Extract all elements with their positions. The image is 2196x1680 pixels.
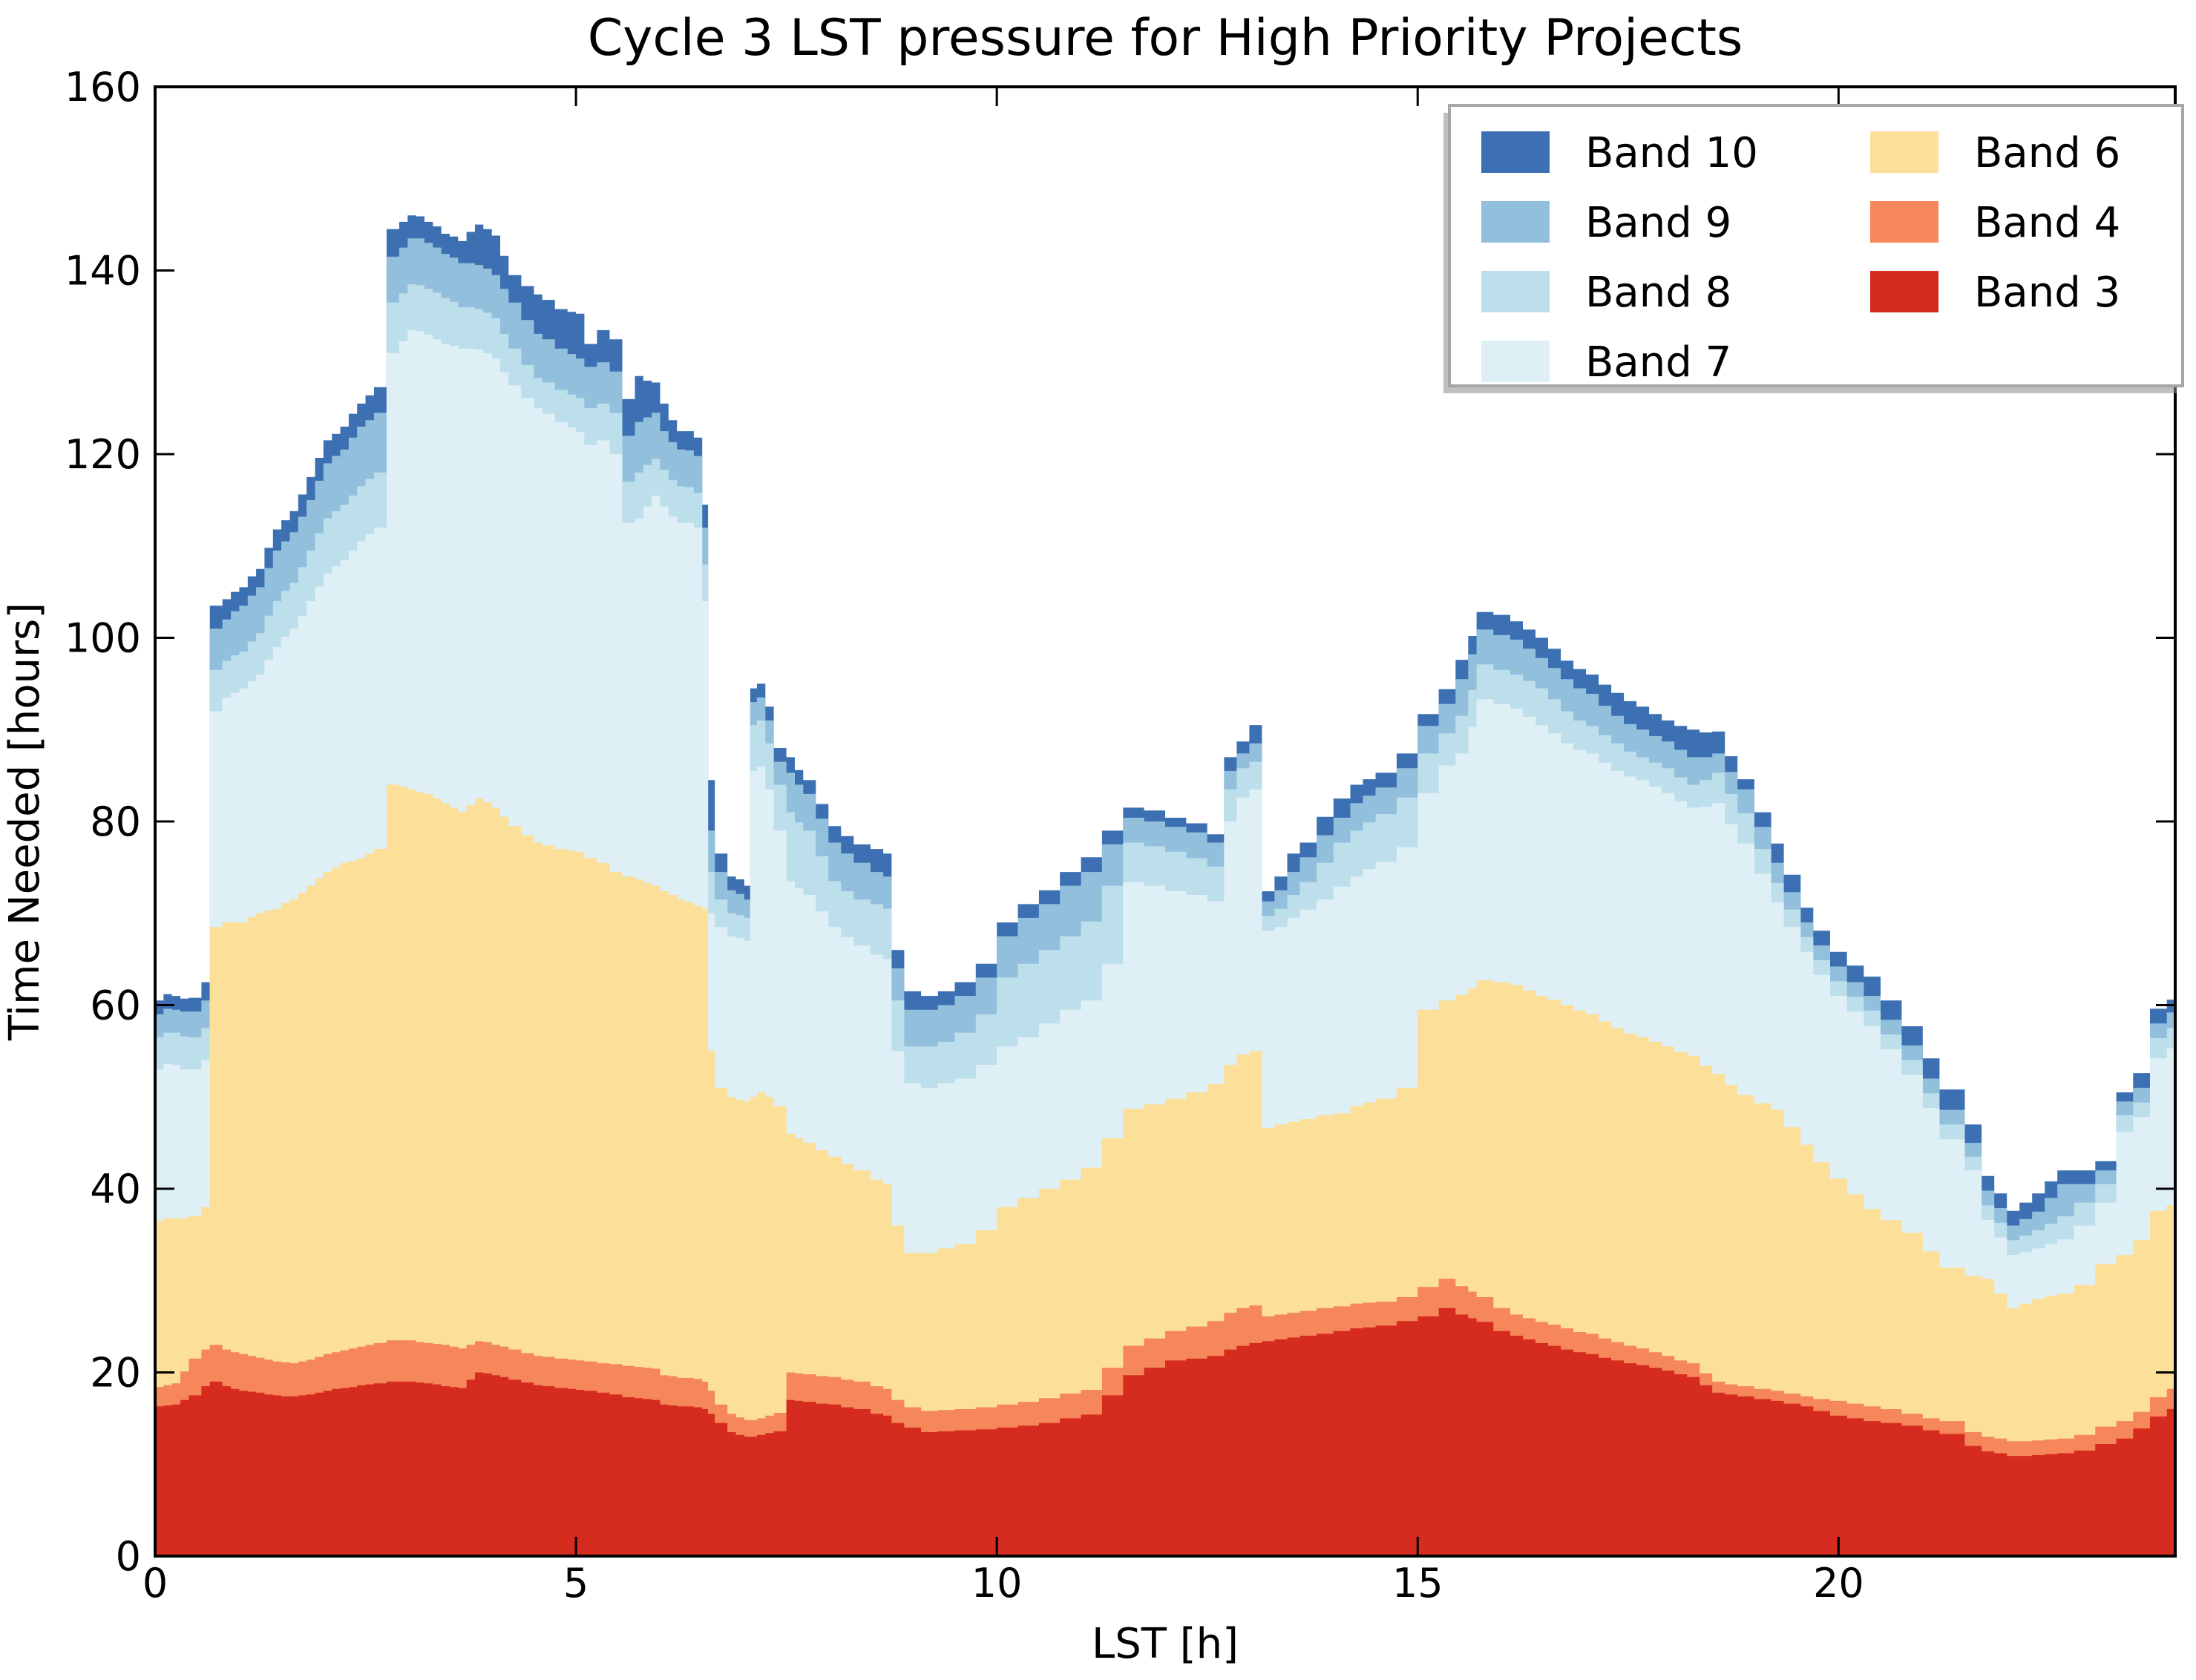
- legend-item-band-6: Band 6: [1870, 129, 2120, 177]
- legend-label-band-6: Band 6: [1974, 129, 2120, 177]
- area-band-3: [155, 1307, 2175, 1556]
- y-tick-label: 80: [90, 798, 141, 845]
- legend-swatch-band-8: [1481, 271, 1550, 312]
- legend-label-band-8: Band 8: [1585, 269, 1731, 317]
- x-tick-label: 20: [1813, 1560, 1864, 1607]
- legend: Band 10 Band 9 Band 8 Band 7 Band 6 Band…: [1443, 104, 2184, 393]
- axis-tick-labels: 0 5 10 15 20 0 20 40 60 80 100 120 140 160: [65, 64, 1864, 1607]
- legend-item-band-3: Band 3: [1870, 269, 2120, 317]
- legend-item-band-7: Band 7: [1481, 338, 1731, 387]
- legend-item-band-8: Band 8: [1481, 269, 1731, 317]
- plot-area: [155, 215, 2175, 1557]
- x-axis-label: LST [h]: [1092, 1620, 1239, 1668]
- y-tick-label: 0: [116, 1533, 141, 1580]
- y-tick-label: 160: [65, 64, 141, 111]
- legend-item-band-4: Band 4: [1870, 199, 2120, 247]
- legend-label-band-10: Band 10: [1585, 129, 1758, 177]
- legend-swatch-band-4: [1870, 201, 1938, 243]
- x-tick-label: 15: [1392, 1560, 1443, 1607]
- y-axis-label: Time Needed [hours]: [1, 603, 49, 1041]
- x-tick-label: 5: [563, 1560, 589, 1607]
- x-tick-label: 10: [971, 1560, 1023, 1607]
- legend-swatch-band-7: [1481, 341, 1550, 382]
- legend-label-band-4: Band 4: [1974, 199, 2120, 247]
- y-tick-label: 40: [90, 1166, 141, 1213]
- plot-frame: [154, 85, 2177, 1558]
- legend-label-band-7: Band 7: [1585, 338, 1731, 387]
- chart-title: Cycle 3 LST pressure for High Priority P…: [588, 9, 1743, 68]
- legend-label-band-3: Band 3: [1974, 269, 2120, 317]
- y-tick-label: 20: [90, 1350, 141, 1397]
- legend-swatch-band-3: [1870, 271, 1938, 312]
- legend-swatch-band-9: [1481, 201, 1550, 243]
- legend-label-band-9: Band 9: [1585, 199, 1731, 247]
- legend-item-band-10: Band 10: [1481, 129, 1758, 177]
- x-tick-label: 0: [142, 1560, 168, 1607]
- legend-swatch-band-10: [1481, 131, 1550, 173]
- y-tick-label: 100: [65, 615, 141, 662]
- legend-item-band-9: Band 9: [1481, 199, 1731, 247]
- y-tick-label: 60: [90, 982, 141, 1029]
- legend-swatch-band-6: [1870, 131, 1938, 173]
- y-tick-label: 140: [65, 248, 141, 295]
- y-tick-label: 120: [65, 431, 141, 478]
- legend-frame: [1448, 104, 2184, 387]
